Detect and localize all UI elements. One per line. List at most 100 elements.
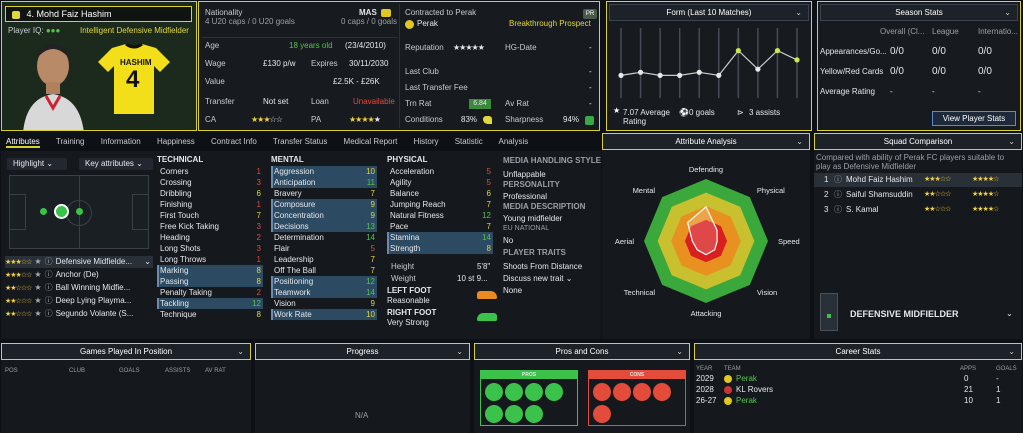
- tab-contract-info[interactable]: Contract Info: [211, 137, 257, 146]
- highlight-dropdown[interactable]: Highlight ⌄: [7, 158, 67, 170]
- info-icon[interactable]: ⓘ: [44, 296, 53, 305]
- attribute-row[interactable]: Acceleration 5: [387, 166, 493, 177]
- attribute-row[interactable]: Passing 8: [157, 276, 263, 287]
- pros-cons-header[interactable]: Pros and Cons ⌄: [474, 343, 690, 360]
- career-row[interactable]: 2029 Perak 0 -: [694, 373, 1022, 384]
- transfer-value[interactable]: Not set: [263, 97, 289, 106]
- attribute-row[interactable]: Long Shots 3: [157, 243, 263, 254]
- attribute-row[interactable]: Corners 1: [157, 166, 263, 177]
- attribute-row[interactable]: Anticipation 11: [271, 177, 377, 188]
- attribute-row[interactable]: Heading 2: [157, 232, 263, 243]
- con-speed-icon[interactable]: [593, 383, 611, 401]
- player-name-bar[interactable]: 4. Mohd Faiz Hashim: [5, 6, 192, 22]
- tab-training[interactable]: Training: [55, 137, 85, 146]
- chevron-down-icon[interactable]: ⌄: [1006, 309, 1013, 318]
- con-setpieces-icon[interactable]: [633, 383, 651, 401]
- attribute-row[interactable]: Finishing 1: [157, 199, 263, 210]
- tab-medical-report[interactable]: Medical Report: [343, 137, 398, 146]
- pro-determination-icon[interactable]: [525, 405, 543, 423]
- tab-attributes[interactable]: Attributes: [6, 137, 40, 148]
- tab-transfer-status[interactable]: Transfer Status: [272, 137, 328, 146]
- progress-header[interactable]: Progress ⌄: [255, 343, 470, 360]
- career-row[interactable]: 26-27 Perak 10 1: [694, 395, 1022, 406]
- info-icon[interactable]: ⓘ: [834, 175, 842, 184]
- chevron-down-icon[interactable]: ⌄: [237, 347, 244, 356]
- squad-player-name[interactable]: Mohd Faiz Hashim: [846, 175, 913, 184]
- attribute-row[interactable]: Concentration 9: [271, 210, 377, 221]
- info-icon[interactable]: ⓘ: [834, 205, 842, 214]
- chevron-down-icon[interactable]: ⌄: [1008, 347, 1015, 356]
- role-row[interactable]: ★★☆☆☆ ★ ⓘ Segundo Volante (S...: [5, 308, 153, 320]
- chevron-down-icon[interactable]: ⌄: [796, 137, 803, 146]
- role-row[interactable]: ★★★☆☆ ★ ⓘ Defensive Midfielde... ⌄: [5, 256, 153, 268]
- squad-row[interactable]: 1 ⓘ Mohd Faiz Hashim ★★★☆☆ ★★★★☆: [814, 173, 1022, 187]
- squad-row[interactable]: 3 ⓘ S. Kamal ★★☆☆☆ ★★★★☆: [814, 203, 1022, 217]
- attribute-row[interactable]: Bravery 7: [271, 188, 377, 199]
- attribute-row[interactable]: Strength 8: [387, 243, 493, 254]
- squad-header[interactable]: Squad Comparison ⌄: [814, 133, 1022, 150]
- info-icon[interactable]: ⓘ: [44, 257, 53, 266]
- con-flair-icon[interactable]: [653, 383, 671, 401]
- attribute-row[interactable]: First Touch 7: [157, 210, 263, 221]
- tab-history[interactable]: History: [413, 137, 439, 146]
- attribute-row[interactable]: Penalty Taking 2: [157, 287, 263, 298]
- career-team[interactable]: Perak: [736, 396, 757, 405]
- career-row[interactable]: 2028 KL Rovers 21 1: [694, 384, 1022, 395]
- attribute-row[interactable]: Leadership 7: [271, 254, 377, 265]
- tab-analysis[interactable]: Analysis: [498, 137, 529, 146]
- key-attributes-dropdown[interactable]: Key attributes ⌄: [79, 158, 153, 170]
- role-row[interactable]: ★★☆☆☆ ★ ⓘ Deep Lying Playma...: [5, 295, 153, 307]
- tab-information[interactable]: Information: [100, 137, 141, 146]
- info-icon[interactable]: ⓘ: [44, 270, 53, 279]
- view-player-stats-button[interactable]: View Player Stats: [932, 111, 1016, 126]
- attribute-row[interactable]: Natural Fitness 12: [387, 210, 493, 221]
- attribute-row[interactable]: Technique 8: [157, 309, 263, 320]
- attribute-row[interactable]: Teamwork 14: [271, 287, 377, 298]
- attribute-row[interactable]: Determination 14: [271, 232, 377, 243]
- discuss-trait-dropdown[interactable]: Discuss new trait ⌄: [503, 273, 572, 285]
- contract-club[interactable]: Perak: [417, 19, 438, 28]
- attribute-row[interactable]: Aggression 10: [271, 166, 377, 177]
- squad-player-name[interactable]: Saiful Shamsuddin: [846, 190, 913, 199]
- chevron-down-icon[interactable]: ⌄: [456, 347, 463, 356]
- season-header[interactable]: Season Stats ⌄: [820, 4, 1018, 21]
- form-header[interactable]: Form (Last 10 Matches) ⌄: [609, 4, 809, 21]
- attribute-row[interactable]: Positioning 12: [271, 276, 377, 287]
- chevron-down-icon[interactable]: ⌄: [1008, 137, 1015, 146]
- attribute-row[interactable]: Tackling 12: [157, 298, 263, 309]
- role-row[interactable]: ★★★☆☆ ★ ⓘ Anchor (De): [5, 269, 153, 281]
- tab-statistic[interactable]: Statistic: [454, 137, 483, 146]
- con-heading-icon[interactable]: [593, 405, 611, 423]
- loan-value[interactable]: Unavailable: [353, 97, 395, 106]
- chevron-down-icon[interactable]: ⌄: [144, 257, 151, 266]
- info-icon[interactable]: ⓘ: [44, 283, 53, 292]
- attribute-row[interactable]: Pace 7: [387, 221, 493, 232]
- chevron-down-icon[interactable]: ⌄: [795, 8, 802, 17]
- attribute-row[interactable]: Balance 6: [387, 188, 493, 199]
- attribute-row[interactable]: Composure 9: [271, 199, 377, 210]
- squad-player-name[interactable]: S. Kamal: [846, 205, 879, 214]
- pro-tackling-icon[interactable]: [485, 383, 503, 401]
- pro-strength-icon[interactable]: [505, 383, 523, 401]
- info-icon[interactable]: ⓘ: [44, 309, 53, 318]
- games-header[interactable]: Games Played In Position ⌄: [1, 343, 251, 360]
- pro-teamwork-icon[interactable]: [525, 383, 543, 401]
- attribute-row[interactable]: Jumping Reach 7: [387, 199, 493, 210]
- career-team[interactable]: KL Rovers: [736, 385, 774, 394]
- pro-workrate-icon[interactable]: [545, 383, 563, 401]
- attribute-row[interactable]: Stamina 14: [387, 232, 493, 243]
- attribute-row[interactable]: Crossing 3: [157, 177, 263, 188]
- attribute-row[interactable]: Agility 5: [387, 177, 493, 188]
- analysis-header[interactable]: Attribute Analysis ⌄: [602, 133, 810, 150]
- attribute-row[interactable]: Off The Ball 7: [271, 265, 377, 276]
- chevron-down-icon[interactable]: ⌄: [1004, 8, 1011, 17]
- pro-anticipation-icon[interactable]: [505, 405, 523, 423]
- squad-row[interactable]: 2 ⓘ Saiful Shamsuddin ★★☆☆☆ ★★★★☆: [814, 188, 1022, 202]
- attribute-row[interactable]: Dribbling 6: [157, 188, 263, 199]
- pro-stamina-icon[interactable]: [485, 405, 503, 423]
- attribute-row[interactable]: Vision 9: [271, 298, 377, 309]
- attribute-row[interactable]: Flair 5: [271, 243, 377, 254]
- career-header[interactable]: Career Stats ⌄: [694, 343, 1022, 360]
- attribute-row[interactable]: Free Kick Taking 3: [157, 221, 263, 232]
- career-team[interactable]: Perak: [736, 374, 757, 383]
